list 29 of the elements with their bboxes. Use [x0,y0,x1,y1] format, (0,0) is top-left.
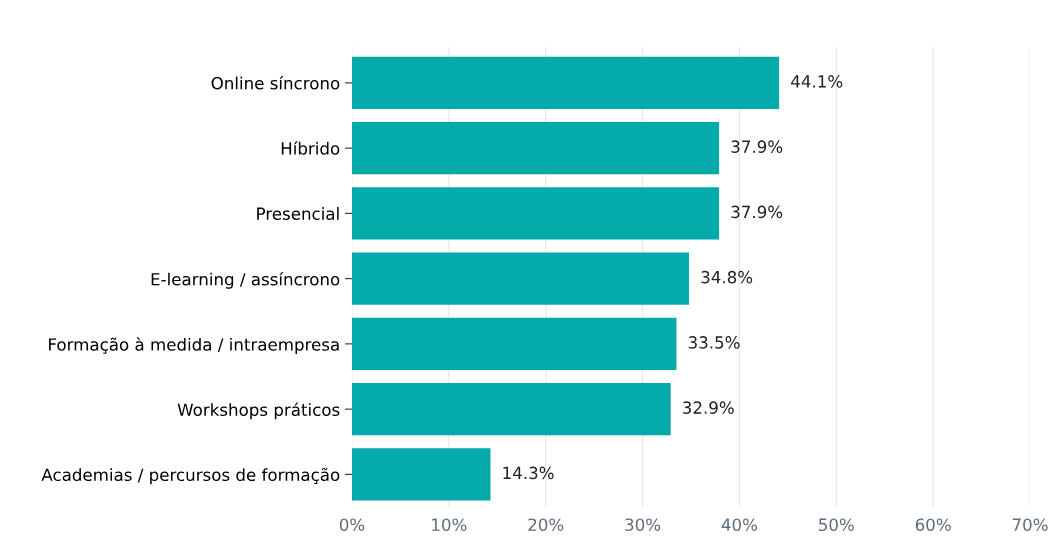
x-tick-label: 40% [721,518,758,532]
x-tick-label: 20% [528,518,564,532]
x-tick-label: 30% [625,518,661,532]
bar [352,448,491,501]
x-tick-label: 70% [1012,518,1048,532]
y-tick-label: Híbrido [281,141,340,155]
y-tick-label: E-learning / assíncrono [151,271,340,289]
data-label: 44.1% [791,75,843,88]
x-tick-label: 0% [339,518,365,532]
data-label: 37.9% [731,205,783,219]
data-label: 37.9% [731,140,783,153]
y-tick-label: Presencial [257,207,339,220]
y-tick-label: Online síncrono [211,75,340,90]
data-label: 14.3% [503,466,554,480]
bar [352,383,671,436]
x-tick-label: 10% [432,518,467,532]
x-tick-label: 60% [915,518,951,532]
bar [352,56,780,109]
bar [352,187,720,240]
y-tick-label: Formação à medida / intraempresa [49,337,339,355]
bar [352,252,690,305]
bar [352,122,720,175]
bar [352,317,677,370]
data-label: 34.8% [701,270,753,284]
x-tick-label: 50% [819,518,854,532]
data-label: 32.9% [683,401,734,414]
y-tick-label: Workshops práticos [177,402,340,420]
data-label: 33.5% [688,336,740,349]
y-tick-label: Academias / percursos de formação [41,467,340,485]
